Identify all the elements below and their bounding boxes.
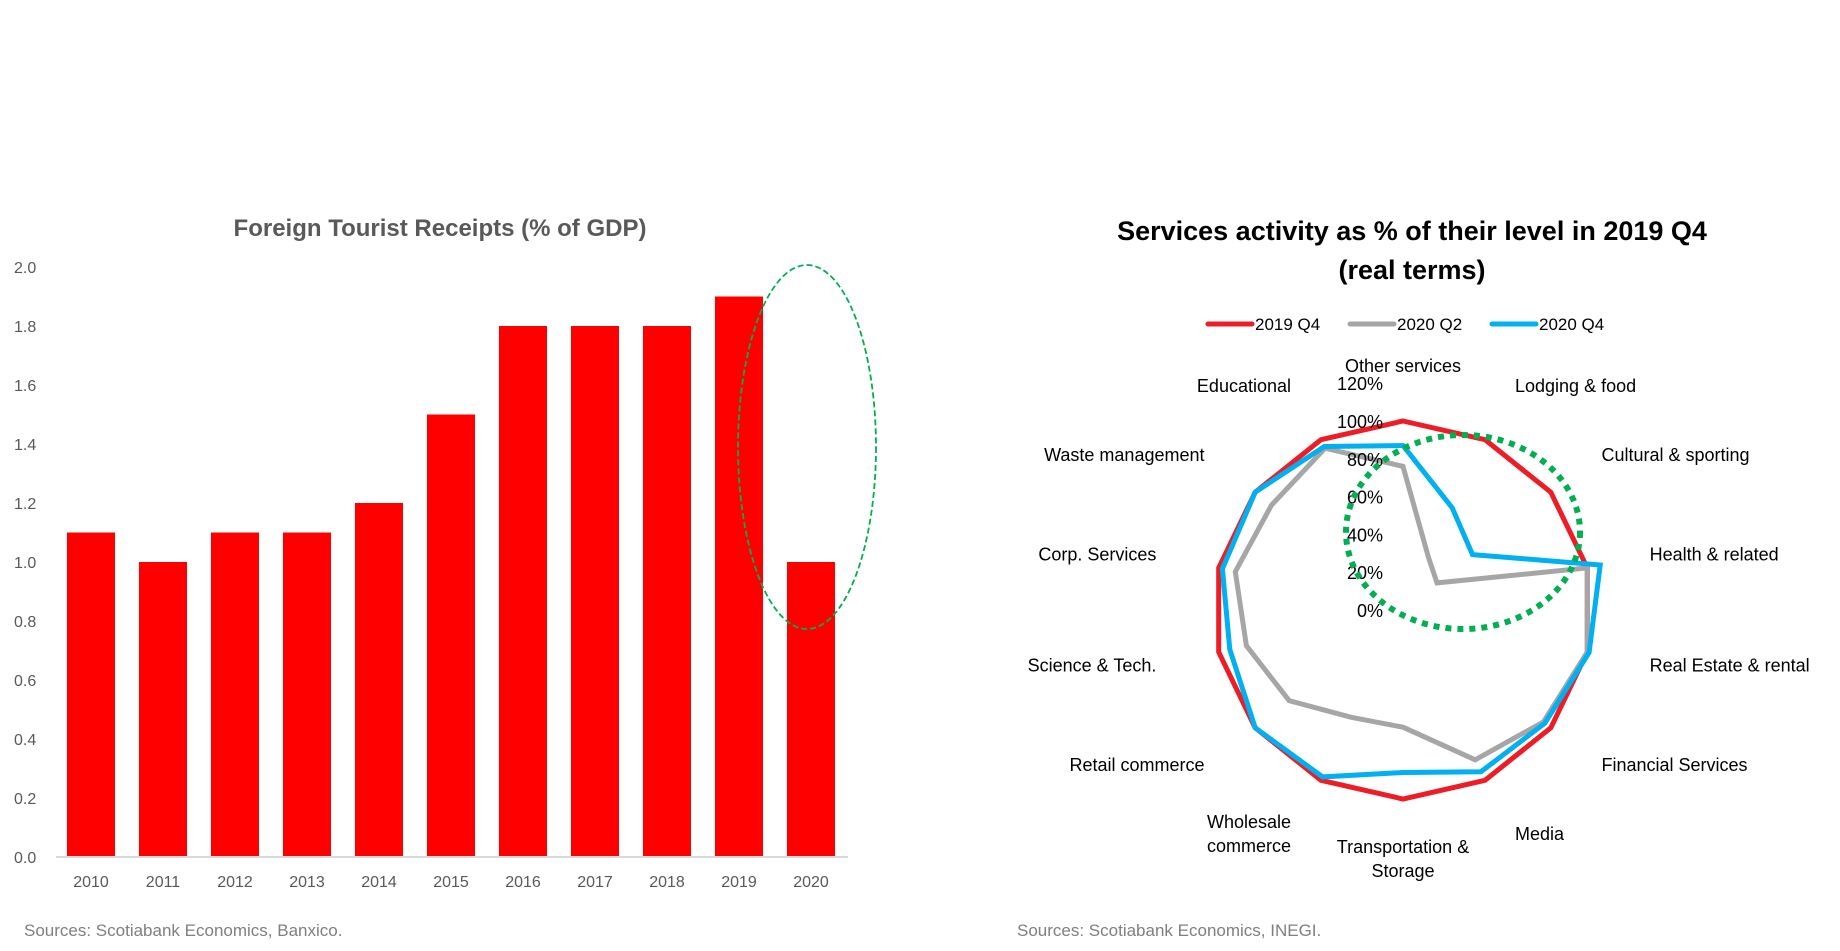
bar-y-axis-ticks: 0.0 0.2 0.4 0.6 0.8 1.0 1.2 1.4 1.6 1.8 2.0: [14, 260, 36, 867]
bar-2020: [787, 562, 835, 857]
bar-x-tick-label: 2018: [649, 874, 685, 891]
bar-x-tick-label: 2014: [361, 874, 397, 891]
bar-x-tick-label: 2011: [146, 874, 181, 891]
radar-r-tick-label: 120%: [1337, 374, 1383, 394]
bar-y-tick-label: 2.0: [14, 260, 36, 277]
radar-category-label-line: Educational: [1197, 376, 1291, 396]
bar-2015: [427, 414, 475, 857]
radar-category-label: Health & related: [1650, 545, 1779, 565]
bar-y-tick-label: 1.8: [14, 319, 36, 336]
bar-2011: [139, 562, 187, 857]
bar-2010: [67, 532, 115, 857]
bar-y-tick-label: 0.0: [14, 850, 36, 867]
radar-category-label-line: Science & Tech.: [1028, 655, 1157, 675]
bar-y-tick-label: 1.2: [14, 496, 36, 513]
radar-category-label-line: Waste management: [1044, 445, 1204, 465]
radar-category-label-line: Storage: [1371, 861, 1434, 881]
radar-category-labels: Other services Lodging & food Cultural & s…: [1028, 356, 1810, 881]
radar-category-label: Wholesale commerce: [1207, 812, 1291, 856]
bar-x-tick-label: 2013: [289, 874, 325, 891]
radar-category-label: Lodging & food: [1515, 376, 1636, 396]
bar-y-tick-label: 1.4: [14, 437, 36, 454]
bar-chart-title: Foreign Tourist Receipts (% of GDP): [234, 215, 647, 242]
bar-y-tick-label: 0.4: [14, 732, 36, 749]
bar-2014: [355, 503, 403, 857]
radar-category-label-line: Retail commerce: [1069, 755, 1204, 775]
bar-x-tick-label: 2019: [721, 874, 757, 891]
bar-x-tick-label: 2015: [433, 874, 469, 891]
bar-2018: [643, 326, 691, 857]
legend-label: 2020 Q2: [1397, 315, 1462, 334]
bar-x-tick-label: 2020: [793, 874, 829, 891]
radar-category-label: Financial Services: [1602, 755, 1748, 775]
legend-item: 2020 Q4: [1489, 315, 1604, 334]
radar-r-tick-label: 100%: [1337, 412, 1383, 432]
radar-category-label-line: Media: [1515, 824, 1565, 844]
bar-series: [67, 296, 835, 857]
radar-category-label-line: Lodging & food: [1515, 376, 1636, 396]
radar-category-label: Cultural & sporting: [1602, 445, 1750, 465]
legend-item: 2020 Q2: [1347, 315, 1462, 334]
radar-category-label-line: Health & related: [1650, 545, 1779, 565]
radar-category-label-line: Corp. Services: [1038, 545, 1156, 565]
radar-legend: 2019 Q4 2020 Q2 2020 Q4: [1205, 315, 1604, 334]
radar-category-label-line: Other services: [1345, 356, 1461, 376]
bar-2012: [211, 532, 259, 857]
radar-category-label: Corp. Services: [1038, 545, 1156, 565]
radar-r-tick-label: 40%: [1347, 525, 1383, 545]
bar-2017: [571, 326, 619, 857]
radar-r-axis-ticks: 0%20%40%60%80%100%120%: [1337, 374, 1383, 621]
bar-x-tick-label: 2017: [577, 874, 613, 891]
bar-2019: [715, 296, 763, 857]
radar-r-tick-label: 0%: [1357, 601, 1383, 621]
radar-category-label-line: Wholesale: [1207, 812, 1291, 832]
radar-category-label: Other services: [1345, 356, 1461, 376]
radar-category-label-line: Real Estate & rental: [1650, 655, 1810, 675]
bar-x-axis-ticks: 2010 2011 2012 2013 2014 2015 2016 2017 2018 2019…: [73, 874, 829, 891]
radar-r-tick-label: 20%: [1347, 563, 1383, 583]
radar-category-label-line: Cultural & sporting: [1602, 445, 1750, 465]
bar-y-tick-label: 1.0: [14, 555, 36, 572]
radar-series: [1216, 418, 1604, 802]
bar-y-tick-label: 0.6: [14, 673, 36, 690]
radar-chart-title-line2: (real terms): [1338, 255, 1485, 285]
highlight-ellipse-2020: [737, 264, 877, 630]
radar-series-2020-q4: [1219, 443, 1604, 780]
radar-chart: Services activity as % of their level in…: [1017, 216, 1810, 940]
radar-category-label-line: commerce: [1207, 836, 1291, 856]
radar-category-label: Educational: [1197, 376, 1291, 396]
radar-r-tick-label: 80%: [1347, 450, 1383, 470]
radar-category-label: Transportation & Storage: [1337, 837, 1469, 881]
radar-chart-title-line1: Services activity as % of their level in…: [1117, 216, 1707, 246]
radar-series-2020-q2: [1232, 445, 1590, 763]
highlight-dotted-circle: [1343, 432, 1583, 632]
radar-chart-source: Sources: Scotiabank Economics, INEGI.: [1017, 921, 1321, 940]
bar-2016: [499, 326, 547, 857]
bar-2013: [283, 532, 331, 857]
bar-x-tick-label: 2012: [217, 874, 253, 891]
radar-category-label: Media: [1515, 824, 1565, 844]
bar-chart-source: Sources: Scotiabank Economics, Banxico.: [24, 921, 342, 940]
bar-chart: Foreign Tourist Receipts (% of GDP) 0.00…: [14, 215, 877, 940]
bar-y-tick-label: 1.6: [14, 378, 36, 395]
bar-y-tick-label: 0.8: [14, 614, 36, 631]
radar-category-label-line: Transportation &: [1337, 837, 1469, 857]
radar-category-label: Retail commerce: [1069, 755, 1204, 775]
bar-y-tick-label: 0.2: [14, 791, 36, 808]
radar-category-label: Waste management: [1044, 445, 1204, 465]
legend-item: 2019 Q4: [1205, 315, 1320, 334]
bar-x-tick-label: 2010: [73, 874, 109, 891]
legend-label: 2019 Q4: [1255, 315, 1320, 334]
radar-category-label-line: Financial Services: [1602, 755, 1748, 775]
legend-label: 2020 Q4: [1539, 315, 1604, 334]
radar-category-label: Real Estate & rental: [1650, 655, 1810, 675]
bar-x-tick-label: 2016: [505, 874, 541, 891]
radar-category-label: Science & Tech.: [1028, 655, 1157, 675]
